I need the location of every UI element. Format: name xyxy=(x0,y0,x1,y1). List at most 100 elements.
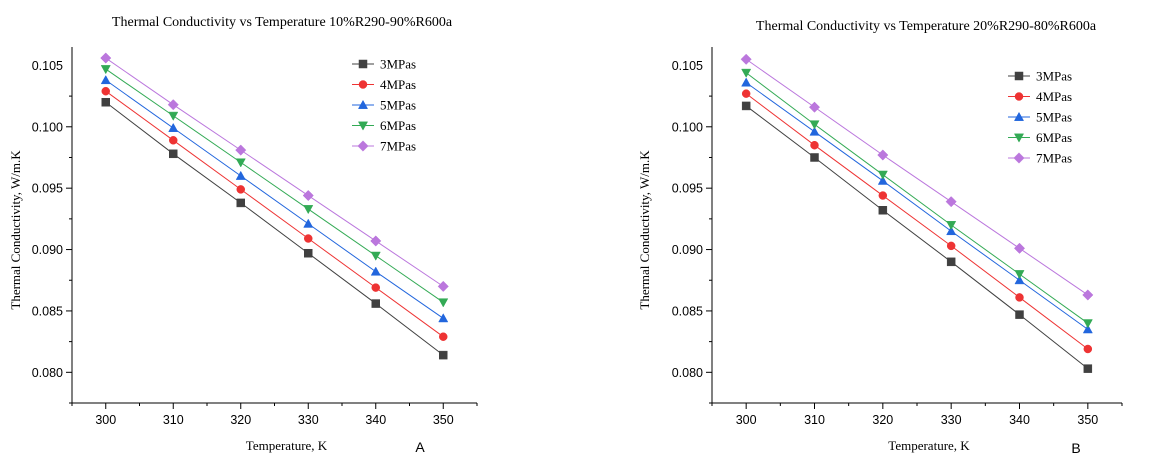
data-point xyxy=(946,196,956,206)
data-point xyxy=(371,267,380,275)
data-point xyxy=(741,54,751,64)
legend-marker xyxy=(359,81,367,89)
legend-label: 5MPas xyxy=(380,98,416,113)
data-point xyxy=(372,284,380,292)
x-tick-label: 330 xyxy=(298,413,319,427)
y-tick-label: 0.105 xyxy=(672,59,703,73)
data-point xyxy=(372,300,380,308)
chart-panel-a: Thermal Conductivity vs Temperature 10%R… xyxy=(8,15,477,455)
data-point xyxy=(236,159,245,167)
x-tick-label: 310 xyxy=(804,413,825,427)
data-point xyxy=(809,102,819,112)
data-point xyxy=(878,150,888,160)
data-point xyxy=(811,153,819,161)
series-line xyxy=(746,106,1088,369)
x-tick-label: 300 xyxy=(736,413,757,427)
data-point xyxy=(101,65,110,73)
data-point xyxy=(303,190,313,200)
series-6mpas xyxy=(742,69,1093,328)
x-tick-label: 350 xyxy=(1077,413,1098,427)
legend: 3MPas 4MPas 5MPas 6MPas 7MPas xyxy=(352,57,416,154)
legend-label: 4MPas xyxy=(1036,89,1072,104)
series-5mpas xyxy=(101,76,448,322)
data-point xyxy=(439,299,448,307)
legend-label: 3MPas xyxy=(380,57,416,72)
data-point xyxy=(304,219,313,227)
data-point xyxy=(811,141,819,149)
legend-marker xyxy=(1014,153,1024,163)
data-point xyxy=(439,333,447,341)
data-point xyxy=(742,69,751,77)
data-point xyxy=(371,236,381,246)
data-point xyxy=(169,112,178,120)
data-point xyxy=(439,351,447,359)
legend-label: 6MPas xyxy=(380,118,416,133)
y-tick-label: 0.090 xyxy=(32,243,63,257)
y-tick-label: 0.080 xyxy=(32,366,63,380)
series-3mpas xyxy=(102,98,448,359)
x-tick-label: 350 xyxy=(433,413,454,427)
data-point xyxy=(1084,365,1092,373)
data-point xyxy=(237,185,245,193)
x-tick-label: 300 xyxy=(95,413,116,427)
y-tick-label: 0.095 xyxy=(672,182,703,196)
legend-marker xyxy=(1015,72,1023,80)
y-axis-label: Thermal Conductivity, W/m.K xyxy=(637,150,652,310)
data-point xyxy=(304,205,313,213)
data-point xyxy=(168,99,178,109)
data-point xyxy=(1016,293,1024,301)
data-point xyxy=(810,121,819,129)
data-point xyxy=(742,78,751,86)
legend-marker xyxy=(358,141,368,151)
data-point xyxy=(438,281,448,291)
legend-label: 7MPas xyxy=(380,139,416,154)
data-point xyxy=(101,53,111,63)
chart-panel-b: Thermal Conductivity vs Temperature 20%R… xyxy=(637,19,1122,456)
legend-marker xyxy=(1015,93,1023,101)
data-point xyxy=(102,98,110,106)
panel-label: B xyxy=(1071,440,1080,456)
data-point xyxy=(1016,311,1024,319)
data-point xyxy=(1084,345,1092,353)
data-point xyxy=(169,136,177,144)
chart-title: Thermal Conductivity vs Temperature 10%R… xyxy=(112,15,453,30)
data-point xyxy=(947,242,955,250)
y-tick-label: 0.100 xyxy=(32,120,63,134)
data-point xyxy=(304,249,312,257)
legend-label: 7MPas xyxy=(1036,151,1072,166)
y-tick-label: 0.095 xyxy=(32,182,63,196)
x-tick-label: 320 xyxy=(872,413,893,427)
legend-label: 6MPas xyxy=(1036,130,1072,145)
y-tick-label: 0.105 xyxy=(32,59,63,73)
x-tick-label: 310 xyxy=(163,413,184,427)
chart-title: Thermal Conductivity vs Temperature 20%R… xyxy=(756,19,1097,34)
legend-label: 3MPas xyxy=(1036,69,1072,84)
data-point xyxy=(304,235,312,243)
data-point xyxy=(879,192,887,200)
data-point xyxy=(439,314,448,322)
y-tick-label: 0.085 xyxy=(672,304,703,318)
y-tick-label: 0.100 xyxy=(672,120,703,134)
data-point xyxy=(169,123,178,131)
data-point xyxy=(102,87,110,95)
series-line xyxy=(106,58,444,286)
data-point xyxy=(879,206,887,214)
data-point xyxy=(236,145,246,155)
x-tick-label: 340 xyxy=(1009,413,1030,427)
panel-label: A xyxy=(415,439,425,455)
data-point xyxy=(947,258,955,266)
data-point xyxy=(1014,243,1024,253)
data-point xyxy=(742,90,750,98)
data-point xyxy=(169,150,177,158)
data-point xyxy=(237,199,245,207)
y-axis-label: Thermal Conductivity, W/m.K xyxy=(8,150,23,310)
x-tick-label: 340 xyxy=(365,413,386,427)
y-tick-label: 0.090 xyxy=(672,243,703,257)
x-tick-label: 320 xyxy=(230,413,251,427)
data-point xyxy=(236,171,245,179)
data-point xyxy=(101,76,110,84)
x-axis-label: Temperature, K xyxy=(246,438,328,453)
data-point xyxy=(371,252,380,260)
series-line xyxy=(106,80,444,318)
